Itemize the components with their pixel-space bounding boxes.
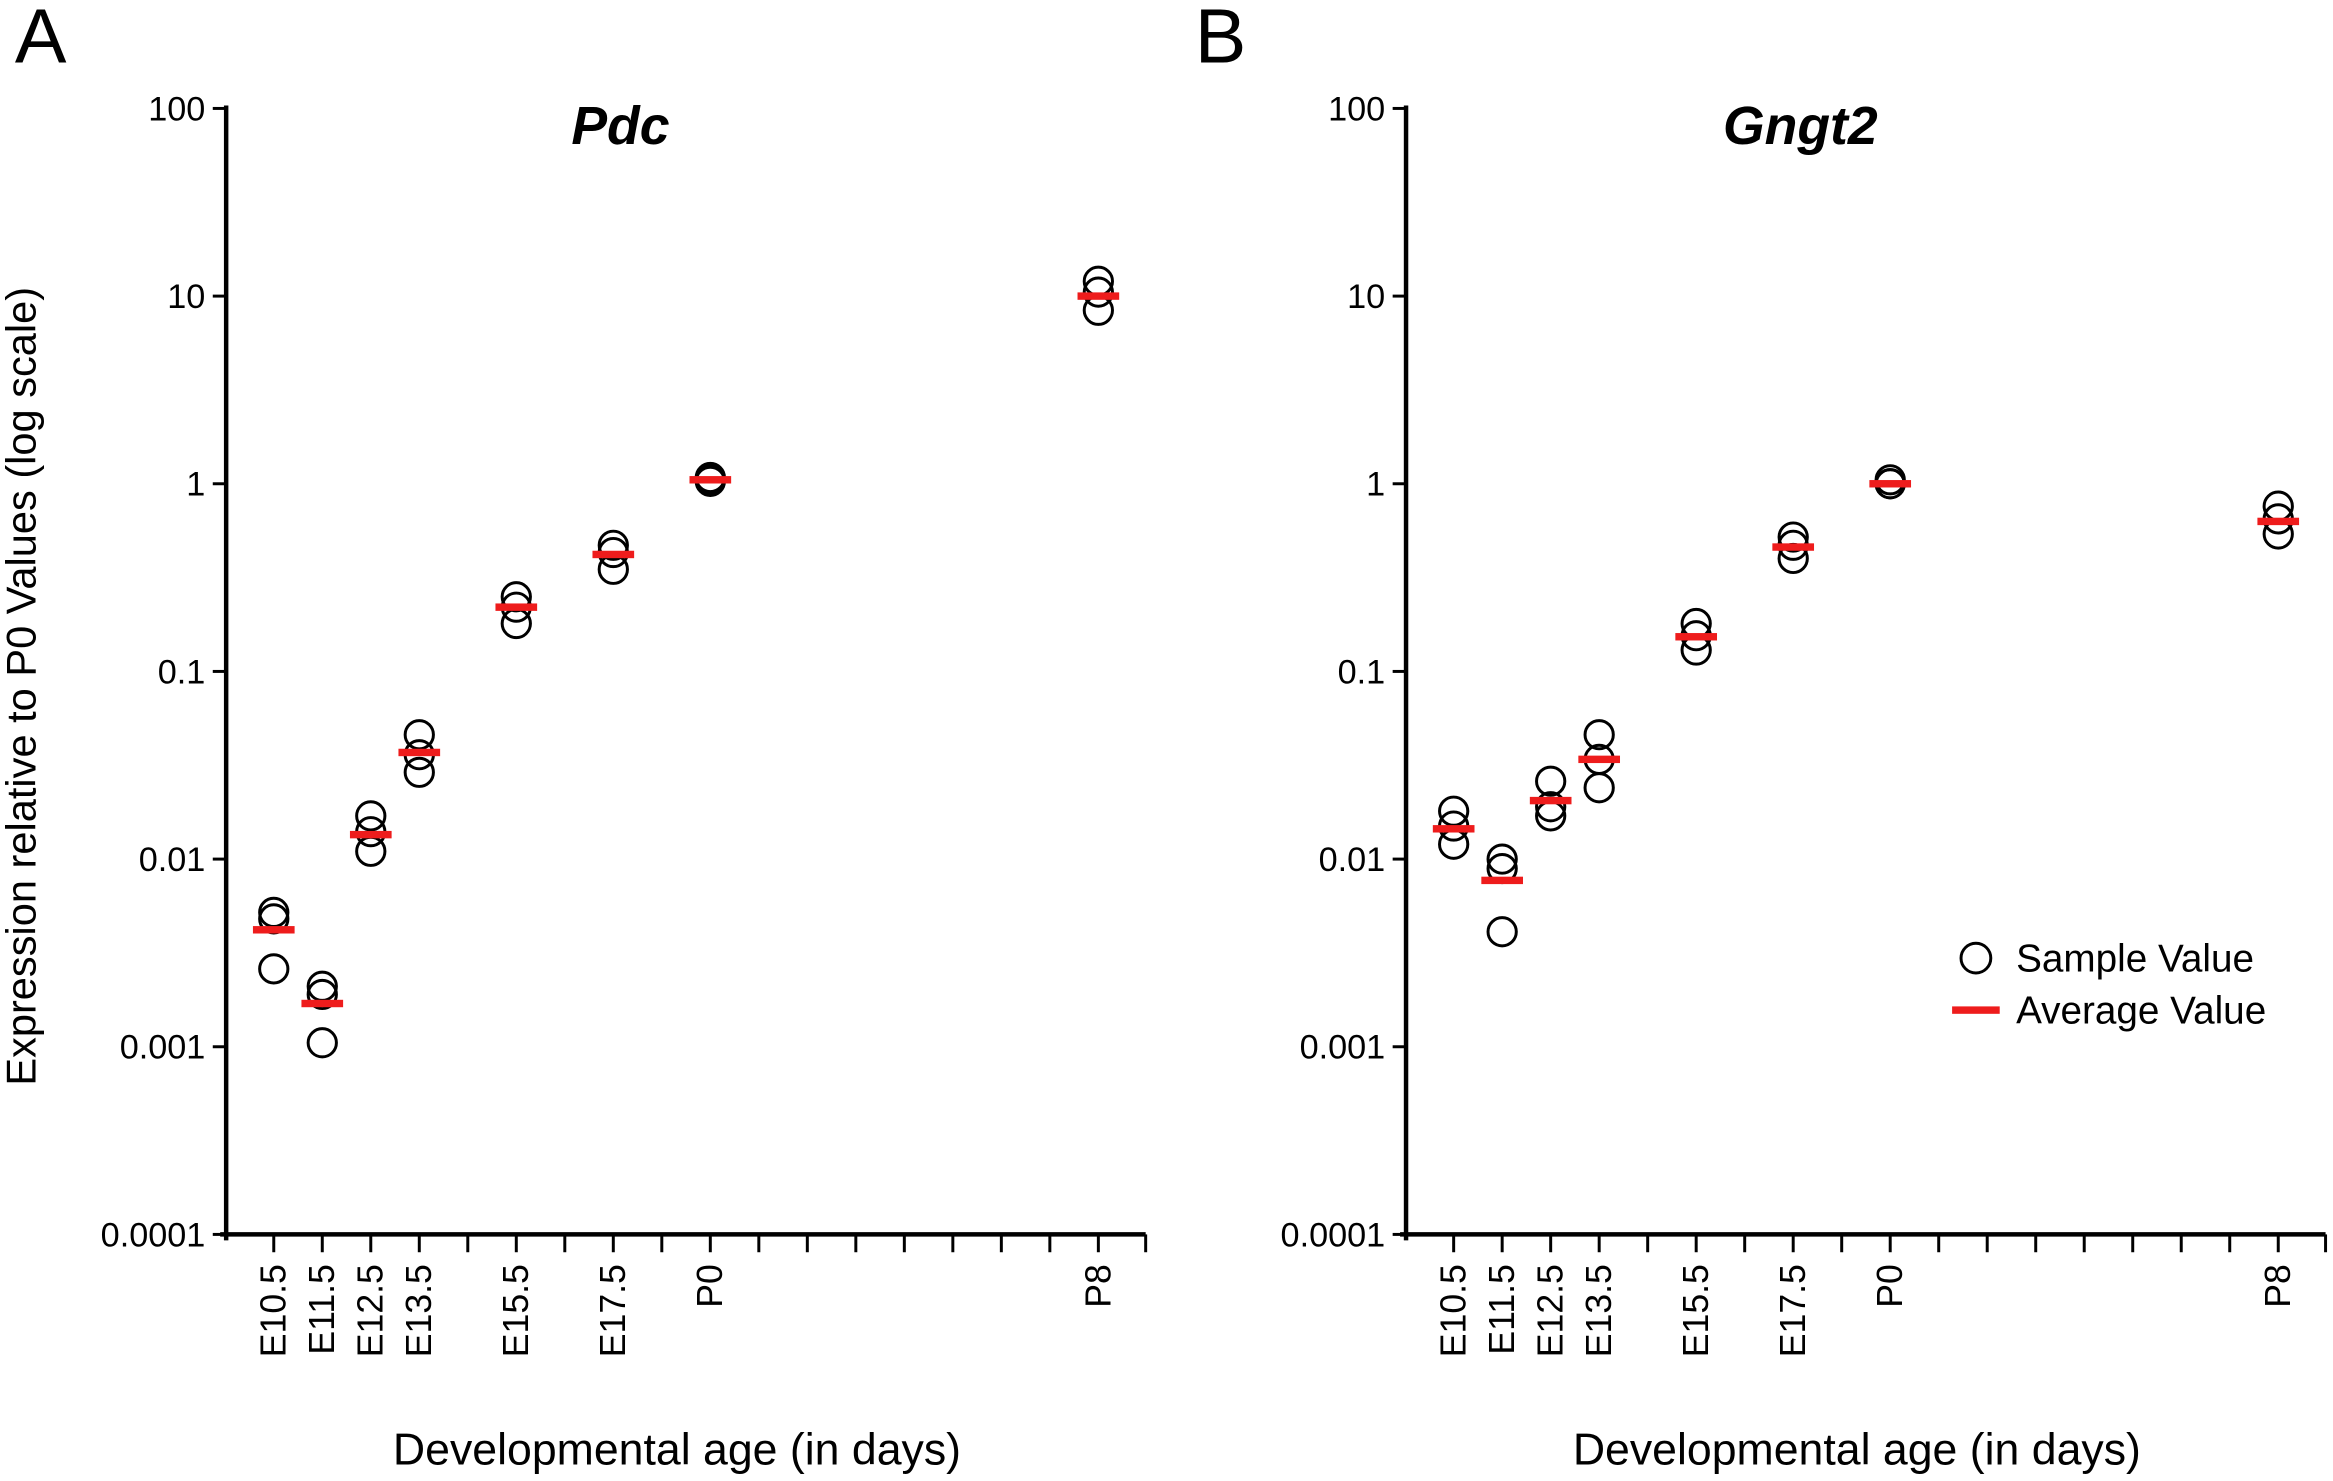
x-tick-label: P0 <box>690 1264 730 1308</box>
sample-point <box>1082 294 1114 326</box>
x-tick-label: E17.5 <box>593 1264 633 1357</box>
legend-label: Average Value <box>2016 990 2266 1033</box>
average-bar <box>1529 796 1572 805</box>
sample-point <box>1486 843 1518 875</box>
sample-point <box>306 978 338 1011</box>
sample-point <box>1583 772 1615 804</box>
average-bar <box>592 550 635 559</box>
x-tick-label: E13.5 <box>399 1264 439 1357</box>
x-tick-label: P8 <box>1078 1264 1118 1308</box>
y-tick-label: 1 <box>1366 466 1385 504</box>
x-tick-label: P0 <box>1870 1264 1910 1308</box>
x-tick-label: E10.5 <box>254 1264 294 1357</box>
sample-point <box>258 896 290 928</box>
y-tick-label: 0.1 <box>1338 653 1386 691</box>
sample-point <box>1777 521 1809 553</box>
x-tick-label: E11.5 <box>302 1264 342 1355</box>
average-bar <box>349 830 392 839</box>
chart-title: Pdc <box>571 97 669 156</box>
y-tick-label: 0.0001 <box>1281 1216 1386 1254</box>
sample-point <box>1583 719 1615 751</box>
sample-point <box>355 800 387 832</box>
average-bar <box>252 926 295 934</box>
sample-point <box>403 756 435 788</box>
average-bar <box>1578 755 1621 764</box>
panel-label: B <box>1195 0 1247 79</box>
sample-point <box>306 1027 338 1059</box>
sample-point <box>1535 765 1567 797</box>
y-tick-label: 100 <box>148 90 205 128</box>
average-bar <box>1432 825 1475 833</box>
average-bar <box>1869 480 1912 488</box>
average-bar <box>2257 517 2300 526</box>
sample-point <box>500 607 532 640</box>
x-tick-label: E10.5 <box>1434 1264 1474 1357</box>
x-tick-label: E15.5 <box>1676 1264 1716 1357</box>
average-bar <box>495 603 538 611</box>
y-tick-label: 0.001 <box>1300 1029 1386 1067</box>
y-axis-label: Expression relative to P0 Values (log sc… <box>0 287 45 1086</box>
sample-point <box>597 529 629 561</box>
x-tick-label: E15.5 <box>496 1264 536 1357</box>
y-tick-label: 1 <box>186 466 205 504</box>
x-axis-label: Developmental age (in days) <box>393 1426 961 1475</box>
sample-point <box>1082 276 1114 308</box>
x-tick-label: E12.5 <box>351 1264 391 1357</box>
sample-point <box>1486 916 1518 948</box>
y-tick-label: 100 <box>1328 90 1385 128</box>
y-tick-label: 10 <box>1347 278 1385 316</box>
x-tick-label: E11.5 <box>1482 1264 1522 1355</box>
average-bar <box>301 999 344 1008</box>
panel-label: A <box>15 0 67 79</box>
legend-marker <box>1959 941 1993 975</box>
average-bar <box>398 748 441 757</box>
average-bar <box>1481 876 1523 885</box>
sample-point <box>355 835 387 867</box>
x-tick-label: E17.5 <box>1773 1264 1813 1357</box>
x-tick-label: P8 <box>2258 1264 2298 1308</box>
sample-point <box>1438 828 1470 860</box>
average-bar <box>1675 633 1718 641</box>
x-tick-label: E13.5 <box>1579 1264 1619 1357</box>
legend-label: Sample Value <box>2016 938 2254 981</box>
y-tick-label: 0.01 <box>139 841 206 879</box>
average-bar <box>1772 543 1815 551</box>
y-tick-label: 10 <box>167 278 205 316</box>
average-bar <box>1077 292 1120 300</box>
legend-marker <box>1952 1006 2000 1014</box>
y-tick-label: 0.01 <box>1319 841 1386 879</box>
x-tick-label: E12.5 <box>1531 1264 1571 1357</box>
y-tick-label: 0.0001 <box>101 1216 206 1254</box>
sample-point <box>258 953 290 985</box>
x-axis-label: Developmental age (in days) <box>1573 1426 2141 1475</box>
y-tick-label: 0.001 <box>120 1029 206 1067</box>
average-bar <box>689 476 732 484</box>
chart-title: Gngt2 <box>1723 97 1878 156</box>
sample-point <box>1535 791 1567 823</box>
y-tick-label: 0.1 <box>158 653 206 691</box>
